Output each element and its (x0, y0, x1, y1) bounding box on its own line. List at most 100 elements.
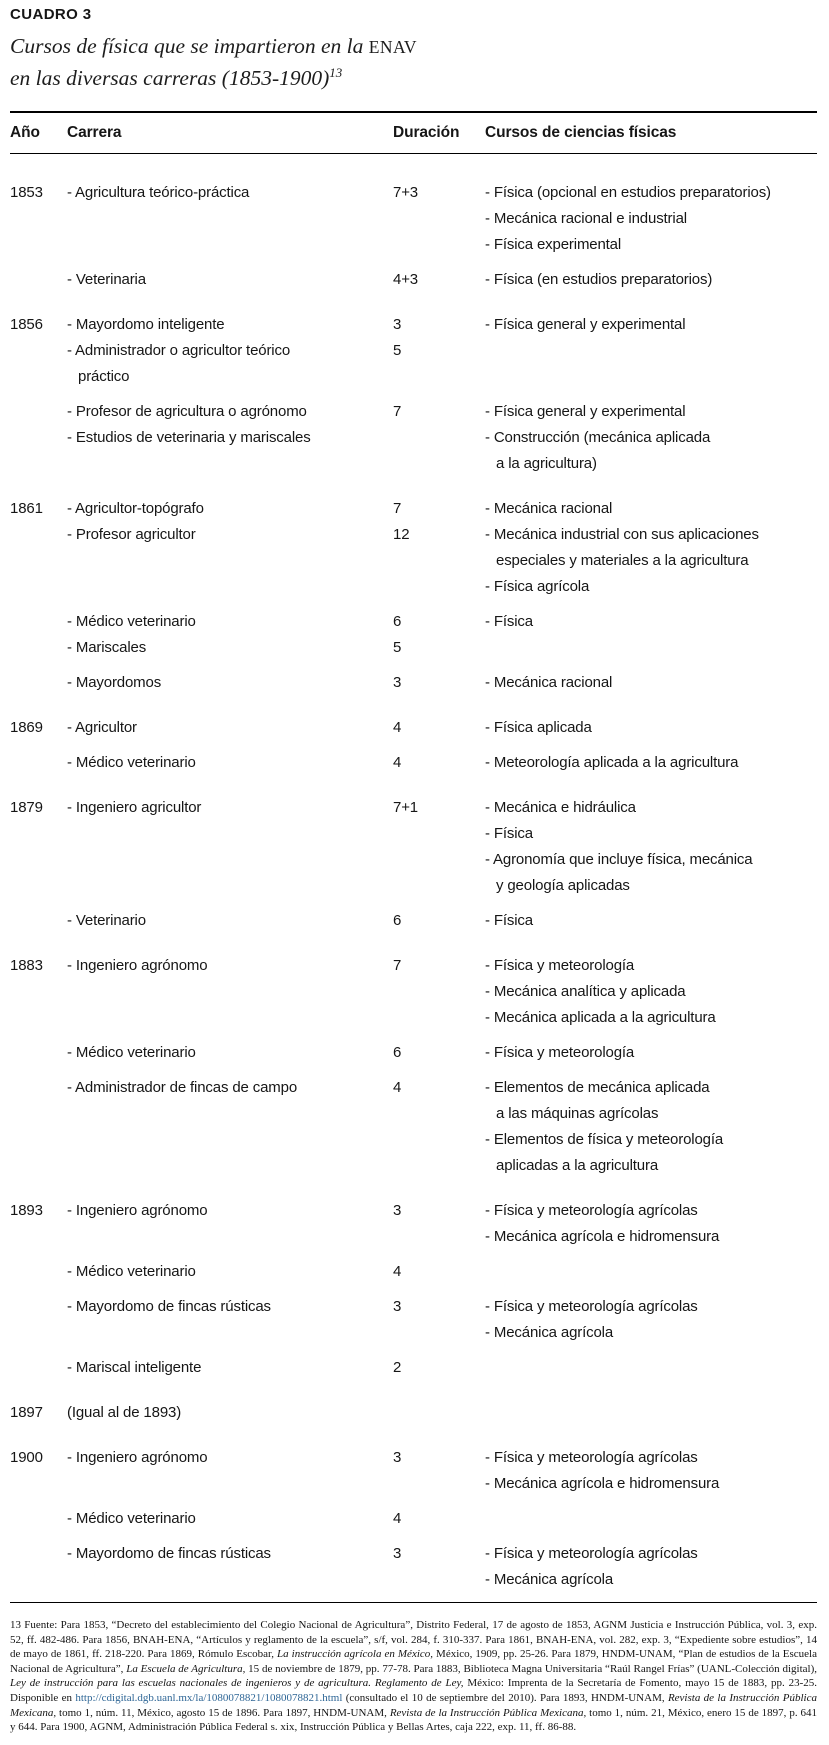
course-item: - Agronomía que incluye física, mecánica… (485, 851, 753, 894)
year-cell (10, 338, 67, 390)
table-row: - Estudios de veterinaria y mariscales - … (10, 425, 817, 477)
courses-cell: - Física (485, 908, 817, 934)
courses-cell: - Física y meteorología - Mecánica analít… (485, 953, 817, 1031)
table-header-rule (10, 153, 817, 154)
year-cell (10, 1355, 67, 1381)
duration-cell: 6 (393, 912, 402, 929)
footnote-link[interactable]: http://cdigital.dgb.uanl.mx/la/108007882… (75, 1691, 343, 1704)
duration-cell: 4+3 (393, 271, 418, 288)
year-cell (10, 399, 67, 425)
table-row: - Mariscales 5 (10, 635, 817, 661)
courses-cell: - Mecánica racional (485, 670, 817, 696)
year-cell: 1861 (10, 500, 43, 517)
career-cell: - Agricultor (67, 719, 137, 736)
footnote-segment: 15 de noviembre de 1879, pp. 77-78. Para… (245, 1662, 817, 1675)
table-row: 1861 - Agricultor-topógrafo 7 - Mecánica ra… (10, 496, 817, 522)
course-item: - Física (opcional en estudios preparato… (485, 184, 771, 201)
table-row: 1856 - Mayordomo inteligente 3 - Física gen… (10, 312, 817, 338)
year-group: 1883 - Ingeniero agrónomo 7 - Física y mete… (10, 953, 817, 1179)
table-row: 1893 - Ingeniero agrónomo 3 - Física y mete… (10, 1198, 817, 1250)
course-item: - Física y meteorología agrícolas (485, 1545, 698, 1562)
table-row: - Mayordomos 3 - Mecánica racional (10, 670, 817, 696)
footnote-italic-segment: Revista de la Instrucción Pública Mexica… (10, 1691, 817, 1719)
courses-cell: - Física general y experimental (485, 312, 817, 338)
year-cell: 1883 (10, 957, 43, 974)
course-item: - Mecánica racional (485, 674, 613, 691)
course-item: - Física general y experimental (485, 316, 686, 333)
duration-cell: 3 (393, 316, 402, 333)
year-group: 1861 - Agricultor-topógrafo 7 - Mecánica ra… (10, 496, 817, 696)
year-group: 1893 - Ingeniero agrónomo 3 - Física y mete… (10, 1198, 817, 1381)
course-item: - Física y meteorología agrícolas (485, 1298, 698, 1315)
career-cell: - Veterinaria (67, 271, 146, 288)
title-line1: Cursos de física que se impartieron en l… (10, 34, 369, 58)
duration-cell: 7+3 (393, 184, 418, 201)
career-cell: - Mayordomo de fincas rústicas (67, 1545, 271, 1562)
footnote-segment: tomo 1, núm. 11, México, agosto 15 de 18… (56, 1706, 390, 1719)
table-row: - Veterinaria 4+3 - Física (en estudios pr… (10, 267, 817, 293)
career-cell: - Agricultura teórico-práctica (67, 184, 250, 201)
duration-cell: 3 (393, 1298, 402, 1315)
footnote-segment: 13 Fuente: Para 1853, “Decreto del estab… (10, 1619, 817, 1661)
year-cell: 1869 (10, 719, 43, 736)
table-row: 1897 (Igual al de 1893) (10, 1400, 817, 1426)
footnote-italic-segment: La Escuela de Agricultura, (126, 1662, 246, 1675)
courses-cell: - Mecánica racional (485, 496, 817, 522)
courses-cell: - Física (opcional en estudios preparato… (485, 180, 817, 258)
table-body: 1853 - Agricultura teórico-práctica 7+3 - F… (10, 180, 817, 1593)
table-row: - Profesor agricultor 12 - Mecánica indust… (10, 522, 817, 600)
year-cell: 1900 (10, 1449, 43, 1466)
year-cell: 1893 (10, 1202, 43, 1219)
duration-cell: 4 (393, 719, 402, 736)
courses-cell: - Física y meteorología agrícolas - Mecán… (485, 1294, 817, 1346)
career-cell: - Profesor de agricultura o agrónomo (67, 403, 307, 420)
career-cell: - Veterinario (67, 912, 146, 929)
course-item: - Meteorología aplicada a la agricultura (485, 754, 739, 771)
duration-cell: 7+1 (393, 799, 418, 816)
year-cell: 1853 (10, 184, 43, 201)
courses-cell: - Física y meteorología agrícolas - Mecán… (485, 1198, 817, 1250)
duration-cell: 2 (393, 1359, 402, 1376)
year-cell (10, 1075, 67, 1179)
course-item: - Física general y experimental (485, 403, 686, 420)
course-item: - Física y meteorología (485, 957, 635, 974)
table-row: 1869 - Agricultor 4 - Física aplicada (10, 715, 817, 741)
column-header-courses: Cursos de ciencias físicas (485, 124, 677, 141)
title-line2: en las diversas carreras (1853-1900) (10, 66, 330, 90)
career-cell: - Agricultor-topógrafo (67, 500, 204, 517)
footnote-italic-segment: Revista de la Instrucción Pública Mexica… (389, 1706, 587, 1719)
course-item: - Mecánica racional e industrial (485, 210, 687, 227)
courses-cell: - Mecánica e hidráulica - Física - Agronom… (485, 795, 817, 899)
course-item: - Mecánica racional (485, 500, 613, 517)
course-item: - Mecánica analítica y aplicada (485, 983, 686, 1000)
table-kicker: CUADRO 3 (10, 6, 92, 23)
course-item: - Construcción (mecánica aplicada a la a… (485, 429, 711, 472)
duration-cell: 5 (393, 639, 402, 656)
year-cell (10, 267, 67, 293)
year-cell (10, 522, 67, 600)
table-row: - Mariscal inteligente 2 (10, 1355, 817, 1381)
career-cell: - Médico veterinario (67, 754, 196, 771)
duration-cell: 4 (393, 1079, 402, 1096)
courses-cell: - Física y meteorología (485, 1040, 817, 1066)
career-cell: - Ingeniero agrónomo (67, 1449, 208, 1466)
course-item: - Mecánica aplicada a la agricultura (485, 1009, 716, 1026)
duration-cell: 7 (393, 957, 402, 974)
duration-cell: 12 (393, 526, 410, 543)
enav-acronym: ENAV (368, 37, 418, 57)
table-title: Cursos de física que se impartieron en l… (10, 31, 817, 94)
year-cell (10, 635, 67, 661)
year-group: 1897 (Igual al de 1893) (10, 1400, 817, 1426)
table-top-rule (10, 111, 817, 113)
courses-cell: - Física y meteorología agrícolas - Mecán… (485, 1541, 817, 1593)
career-cell: - Ingeniero agricultor (67, 799, 202, 816)
table-row: - Médico veterinario 4 - Meteorología apli… (10, 750, 817, 776)
year-group: 1869 - Agricultor 4 - Física aplicada - Médi… (10, 715, 817, 776)
career-cell: - Mayordomo inteligente (67, 316, 225, 333)
year-group: 1900 - Ingeniero agrónomo 3 - Física y mete… (10, 1445, 817, 1593)
career-cell: - Mayordomo de fincas rústicas (67, 1298, 271, 1315)
career-cell: - Mariscal inteligente (67, 1359, 202, 1376)
table-row: - Administrador de fincas de campo 4 - Ele… (10, 1075, 817, 1179)
career-cell: - Profesor agricultor (67, 526, 196, 543)
career-cell: - Médico veterinario (67, 613, 196, 630)
